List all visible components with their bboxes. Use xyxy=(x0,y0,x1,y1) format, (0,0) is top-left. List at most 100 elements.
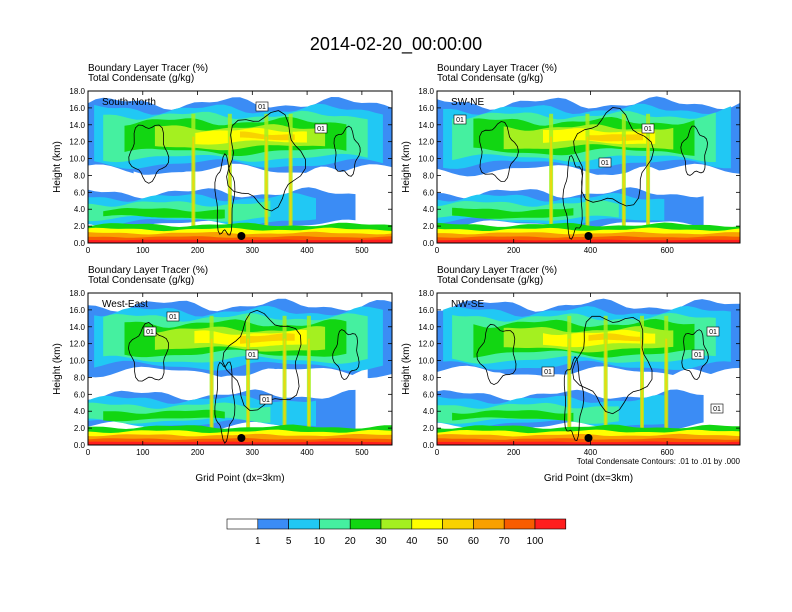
y-tick-label: 2.0 xyxy=(423,222,435,231)
contour-label: 01 xyxy=(641,123,655,134)
panel-header-tracer: Boundary Layer Tracer (%) xyxy=(88,265,208,276)
x-tick-label: 0 xyxy=(435,246,440,255)
colorbar-label: 60 xyxy=(468,536,480,547)
y-axis-label: Height (km) xyxy=(401,141,412,193)
contour-label: 01 xyxy=(245,349,259,360)
svg-text:01: 01 xyxy=(694,352,702,359)
x-tick-label: 400 xyxy=(300,448,314,457)
x-tick-label: 300 xyxy=(246,448,260,457)
panel-south-north: Boundary Layer Tracer (%)Total Condensat… xyxy=(52,63,393,255)
field-shading xyxy=(437,293,740,445)
y-tick-label: 14.0 xyxy=(69,121,85,130)
y-tick-label: 6.0 xyxy=(423,390,435,399)
svg-text:01: 01 xyxy=(456,117,464,124)
colorbar-label: 30 xyxy=(375,536,387,547)
svg-text:01: 01 xyxy=(146,329,154,336)
svg-text:01: 01 xyxy=(601,160,609,167)
svg-text:01: 01 xyxy=(644,126,652,133)
panel-west-east: Boundary Layer Tracer (%)Total Condensat… xyxy=(52,265,393,484)
colorbar-label: 100 xyxy=(527,536,544,547)
svg-text:01: 01 xyxy=(544,369,552,376)
y-tick-label: 0.0 xyxy=(74,239,86,248)
colorbar-swatch xyxy=(319,518,351,530)
svg-text:01: 01 xyxy=(169,314,177,321)
y-tick-label: 14.0 xyxy=(69,323,85,332)
colorbar-swatch xyxy=(411,518,443,530)
contour-label: 01 xyxy=(541,366,555,377)
y-tick-label: 2.0 xyxy=(423,424,435,433)
y-tick-label: 8.0 xyxy=(74,171,86,180)
contour-label: 01 xyxy=(453,114,467,125)
contour-label: 01 xyxy=(691,349,705,360)
location-marker xyxy=(584,434,593,442)
y-tick-label: 12.0 xyxy=(418,138,434,147)
x-tick-label: 400 xyxy=(300,246,314,255)
x-tick-label: 200 xyxy=(191,448,205,457)
colorbar-label: 5 xyxy=(286,536,292,547)
y-tick-label: 10.0 xyxy=(69,357,85,366)
x-tick-label: 100 xyxy=(136,246,150,255)
y-tick-label: 0.0 xyxy=(74,441,86,450)
y-axis-label: Height (km) xyxy=(52,141,63,193)
svg-text:01: 01 xyxy=(258,104,266,111)
colorbar-label: 10 xyxy=(314,536,326,547)
x-tick-label: 200 xyxy=(507,246,521,255)
panel-header-condensate: Total Condensate (g/kg) xyxy=(437,275,543,286)
y-tick-label: 16.0 xyxy=(69,306,85,315)
svg-text:01: 01 xyxy=(317,126,325,133)
svg-text:01: 01 xyxy=(709,329,717,336)
y-tick-label: 0.0 xyxy=(423,239,435,248)
y-tick-label: 12.0 xyxy=(69,340,85,349)
contour-label: 01 xyxy=(143,326,157,337)
panel-nw-se: Boundary Layer Tracer (%)Total Condensat… xyxy=(401,265,741,484)
location-marker xyxy=(584,232,593,240)
contour-label: 01 xyxy=(706,326,720,337)
colorbar-swatch xyxy=(380,518,413,530)
y-tick-label: 6.0 xyxy=(74,188,86,197)
y-tick-label: 10.0 xyxy=(418,155,434,164)
y-tick-label: 6.0 xyxy=(423,188,435,197)
x-tick-label: 600 xyxy=(660,448,674,457)
contour-label: 01 xyxy=(166,311,180,322)
colorbar-swatch xyxy=(534,518,567,530)
panel-label: NW-SE xyxy=(451,299,484,310)
plot-frame xyxy=(436,90,741,244)
x-tick-label: 400 xyxy=(584,246,598,255)
svg-text:01: 01 xyxy=(713,406,721,413)
x-axis-label: Grid Point (dx=3km) xyxy=(544,473,633,484)
contour-label: 01 xyxy=(314,123,328,134)
panel-header-tracer: Boundary Layer Tracer (%) xyxy=(437,265,557,276)
contour-note: Total Condensate Contours: .01 to .01 by… xyxy=(577,457,741,466)
y-tick-label: 14.0 xyxy=(418,323,434,332)
colorbar-label: 70 xyxy=(499,536,511,547)
panel-label: West-East xyxy=(102,299,148,310)
panels-group: Boundary Layer Tracer (%)Total Condensat… xyxy=(52,63,741,484)
x-tick-label: 0 xyxy=(435,448,440,457)
location-marker xyxy=(237,434,246,442)
y-tick-label: 14.0 xyxy=(418,121,434,130)
x-tick-label: 500 xyxy=(355,246,369,255)
plot-frame xyxy=(87,292,393,446)
y-tick-label: 4.0 xyxy=(423,205,435,214)
y-tick-label: 18.0 xyxy=(418,289,434,298)
colorbar-swatch xyxy=(257,518,289,530)
x-tick-label: 0 xyxy=(86,448,91,457)
panel-header-tracer: Boundary Layer Tracer (%) xyxy=(437,63,557,74)
colorbar: 1 5 10 20 30 40 50 60 70 100 xyxy=(226,518,567,547)
colorbar-label: 20 xyxy=(345,536,357,547)
contour-label: 01 xyxy=(598,157,612,168)
x-tick-label: 300 xyxy=(246,246,260,255)
y-tick-label: 6.0 xyxy=(74,390,86,399)
colorbar-label: 50 xyxy=(437,536,449,547)
y-tick-label: 10.0 xyxy=(69,155,85,164)
x-tick-label: 400 xyxy=(584,448,598,457)
y-axis-label: Height (km) xyxy=(401,343,412,395)
colorbar-swatch xyxy=(442,518,474,530)
location-marker xyxy=(237,232,246,240)
panel-header-condensate: Total Condensate (g/kg) xyxy=(437,73,543,84)
y-tick-label: 18.0 xyxy=(418,87,434,96)
panel-label: SW-NE xyxy=(451,97,484,108)
colorbar-label: 1 xyxy=(255,536,261,547)
y-tick-label: 2.0 xyxy=(74,222,86,231)
